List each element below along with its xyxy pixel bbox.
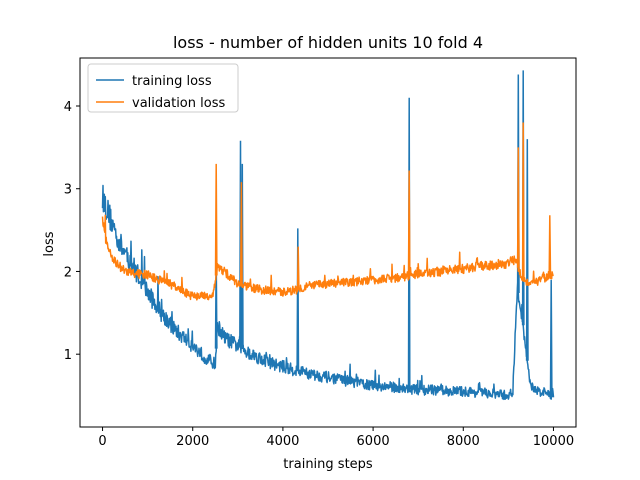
y-tick-label: 2 (64, 265, 72, 280)
series-spike (239, 182, 243, 285)
series-line-validation-loss (101, 214, 554, 301)
y-tick-label: 1 (64, 348, 72, 363)
series-spike (521, 122, 525, 279)
series-spike (516, 147, 520, 268)
series-line-training-loss (101, 184, 555, 401)
y-tick-label: 4 (64, 100, 72, 115)
x-tick-label: 0 (98, 434, 106, 449)
series-spike (549, 279, 553, 395)
axes: 0 2000 4000 6000 8000 10000 1 2 3 4 (64, 57, 577, 449)
series-spike (296, 246, 300, 290)
y-tick-label: 3 (64, 183, 72, 198)
x-tick-label: 10000 (533, 434, 574, 449)
y-axis-title: loss (42, 231, 57, 256)
legend-label: validation loss (132, 96, 225, 111)
series-spike (548, 215, 552, 276)
x-tick-label: 6000 (357, 434, 390, 449)
x-tick-label: 8000 (447, 434, 480, 449)
legend: training loss validation loss (87, 63, 239, 113)
x-tick-label: 4000 (266, 434, 299, 449)
plot-frame (79, 57, 577, 428)
legend-box (87, 63, 239, 113)
series-spike (296, 228, 300, 372)
series-spike (214, 163, 218, 276)
legend-label: training loss (132, 74, 212, 89)
chart-title: loss - number of hidden units 10 fold 4 (173, 33, 483, 52)
x-tick-label: 2000 (176, 434, 209, 449)
series-spike (407, 97, 411, 390)
x-axis-title: training steps (283, 457, 373, 472)
series-spike (407, 170, 411, 276)
series-spike (525, 139, 529, 361)
plot-area (101, 70, 555, 401)
